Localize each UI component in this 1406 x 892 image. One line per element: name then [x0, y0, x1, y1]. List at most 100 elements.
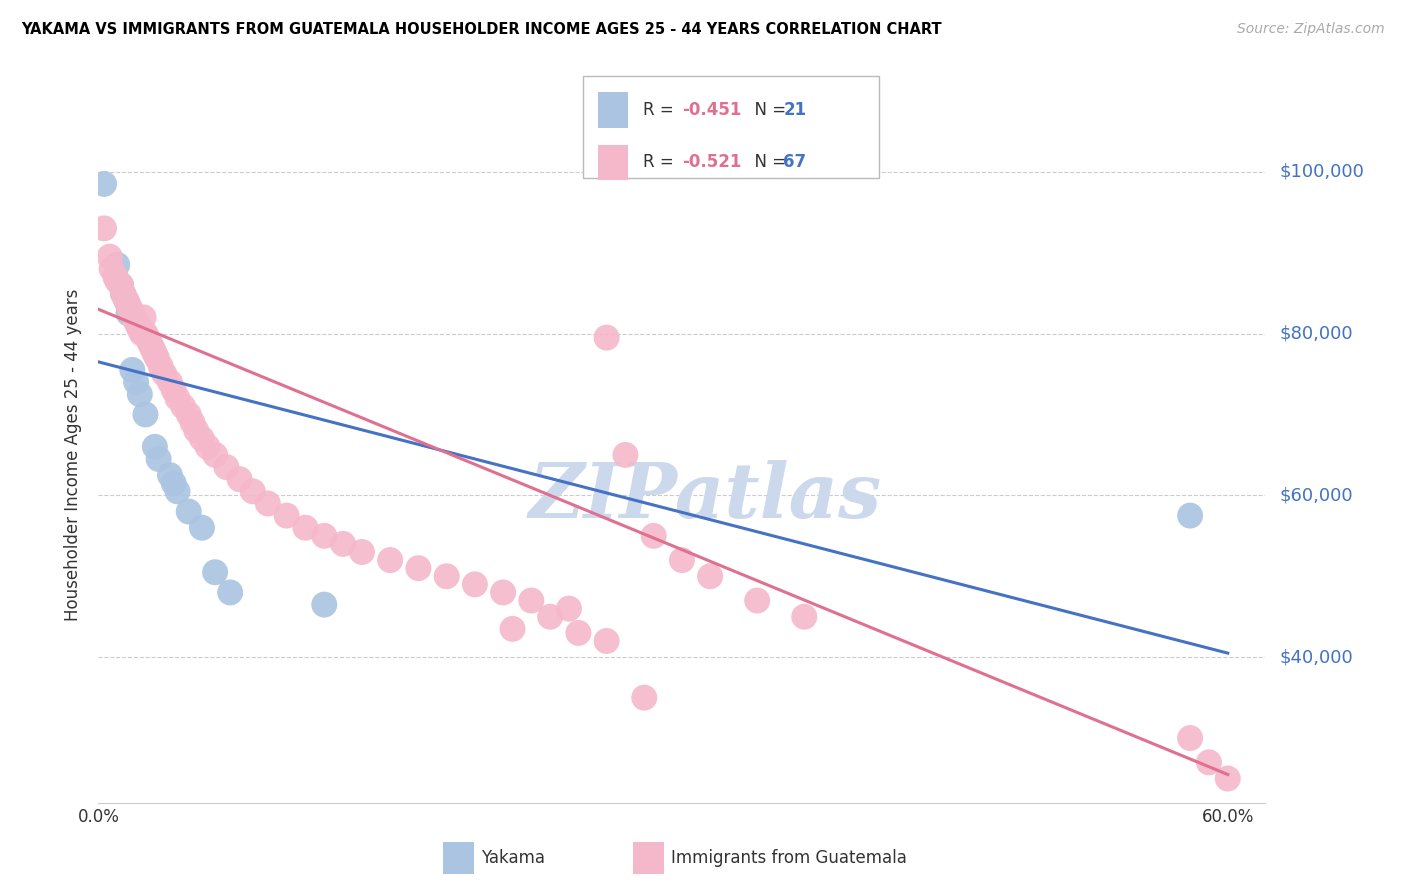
Point — [332, 537, 354, 551]
Text: 67: 67 — [783, 153, 806, 171]
Point — [93, 177, 115, 191]
Point — [110, 278, 132, 293]
Point — [122, 310, 145, 325]
Point — [671, 553, 693, 567]
Point — [115, 294, 138, 309]
Point — [143, 440, 166, 454]
Point — [614, 448, 637, 462]
Point — [146, 351, 169, 365]
Point — [121, 306, 143, 320]
Point — [105, 274, 128, 288]
Point — [105, 258, 128, 272]
Point — [256, 496, 278, 510]
Point — [314, 598, 336, 612]
Point — [242, 484, 264, 499]
Text: ZIPatlas: ZIPatlas — [529, 459, 882, 533]
Point — [138, 334, 160, 349]
Point — [163, 383, 186, 397]
Point — [520, 593, 543, 607]
Point — [464, 577, 486, 591]
Point — [142, 343, 165, 357]
Point — [1178, 731, 1201, 745]
Point — [378, 553, 402, 567]
Point — [159, 468, 181, 483]
Point — [1178, 508, 1201, 523]
Text: -0.521: -0.521 — [682, 153, 741, 171]
Point — [128, 322, 150, 336]
Point — [159, 375, 181, 389]
Point — [276, 508, 298, 523]
Point — [120, 302, 142, 317]
Point — [127, 318, 149, 333]
Point — [110, 278, 132, 293]
Point — [125, 314, 148, 328]
Text: N =: N = — [744, 153, 792, 171]
Point — [219, 585, 242, 599]
Point — [294, 521, 316, 535]
Point — [699, 569, 721, 583]
Text: N =: N = — [744, 101, 792, 119]
Point — [228, 472, 250, 486]
Point — [166, 392, 188, 406]
Point — [191, 432, 214, 446]
Point — [166, 484, 188, 499]
Point — [436, 569, 458, 583]
Point — [1216, 772, 1239, 786]
Point — [111, 286, 134, 301]
Point — [204, 448, 226, 462]
Point — [111, 286, 134, 301]
Text: $40,000: $40,000 — [1279, 648, 1353, 666]
Point — [148, 452, 170, 467]
Point — [492, 585, 515, 599]
Point — [117, 298, 139, 312]
Point — [186, 424, 208, 438]
Point — [100, 261, 122, 276]
Point — [177, 504, 200, 518]
Point — [104, 269, 127, 284]
Point — [172, 400, 194, 414]
Point — [98, 250, 121, 264]
Point — [567, 626, 589, 640]
Text: R =: R = — [643, 101, 679, 119]
Point — [408, 561, 430, 575]
Point — [538, 609, 561, 624]
Text: 21: 21 — [783, 101, 806, 119]
Point — [1198, 756, 1220, 770]
Point — [134, 408, 156, 422]
Point — [163, 476, 186, 491]
Point — [121, 363, 143, 377]
Point — [117, 306, 139, 320]
Point — [350, 545, 373, 559]
Text: $100,000: $100,000 — [1279, 162, 1364, 181]
Point — [747, 593, 769, 607]
Point — [595, 634, 617, 648]
Point — [149, 359, 172, 373]
Point — [558, 601, 581, 615]
Point — [181, 416, 204, 430]
Point — [132, 310, 155, 325]
Point — [215, 460, 238, 475]
Point — [143, 347, 166, 361]
Text: $60,000: $60,000 — [1279, 486, 1353, 504]
Text: Source: ZipAtlas.com: Source: ZipAtlas.com — [1237, 22, 1385, 37]
Point — [204, 566, 226, 580]
Point — [153, 367, 176, 381]
Point — [139, 339, 162, 353]
Text: $80,000: $80,000 — [1279, 325, 1353, 343]
Point — [643, 529, 665, 543]
Text: Yakama: Yakama — [481, 849, 546, 867]
Point — [502, 622, 524, 636]
Point — [131, 326, 153, 341]
Point — [793, 609, 815, 624]
Text: YAKAMA VS IMMIGRANTS FROM GUATEMALA HOUSEHOLDER INCOME AGES 25 - 44 YEARS CORREL: YAKAMA VS IMMIGRANTS FROM GUATEMALA HOUS… — [21, 22, 942, 37]
Point — [177, 408, 200, 422]
Point — [595, 330, 617, 344]
Point — [128, 387, 150, 401]
Y-axis label: Householder Income Ages 25 - 44 years: Householder Income Ages 25 - 44 years — [65, 289, 83, 621]
Point — [136, 330, 159, 344]
Point — [314, 529, 336, 543]
Point — [633, 690, 655, 705]
Point — [125, 375, 148, 389]
Point — [114, 290, 136, 304]
Text: Immigrants from Guatemala: Immigrants from Guatemala — [671, 849, 907, 867]
